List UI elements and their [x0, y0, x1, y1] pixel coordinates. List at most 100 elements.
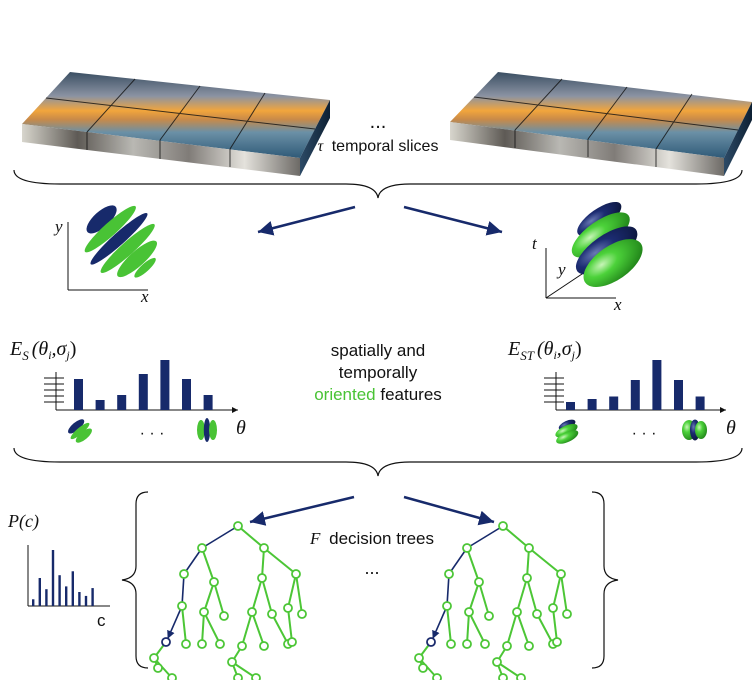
right-tree-edge-9	[478, 581, 490, 617]
probability-label: P(c)	[7, 511, 39, 532]
right-tree-node-c2	[432, 673, 442, 680]
probability-bar-2	[38, 578, 41, 606]
right-tree-node-c1	[418, 663, 428, 673]
left-tree-edge-8	[203, 581, 215, 613]
spatial-histogram-bars	[74, 360, 213, 410]
st-filter-icon-right	[682, 419, 707, 441]
right-tree-node-a211	[462, 639, 472, 649]
left-tree-node-b12	[267, 609, 277, 619]
st-histogram-bars	[566, 360, 705, 410]
right-tree-node-a21	[464, 607, 474, 617]
tau-symbol: τ	[318, 138, 325, 155]
left-tree-edge-9	[213, 581, 225, 617]
right-tree-edge-14	[446, 605, 452, 645]
right-tree-edge-1	[466, 525, 504, 549]
features-word: features	[376, 385, 442, 404]
st-hist-dots: · · ·	[632, 425, 657, 442]
st-hist-bar-7	[695, 396, 705, 410]
st-energy-label: EST (θi,σj)	[507, 338, 582, 363]
left-tree-edge-7	[181, 573, 185, 607]
center-line-3: oriented features	[314, 385, 442, 404]
spatial-filter-plot: y x	[53, 205, 158, 306]
probability-bar-5	[58, 575, 61, 606]
probability-bar-8	[78, 592, 81, 606]
oriented-word: oriented	[314, 385, 375, 404]
left-tree-edge-16	[203, 611, 221, 645]
left-tree-node-b11	[247, 607, 257, 617]
left-tree-edge-17	[241, 611, 253, 647]
class-probability-plot: P(c) c	[7, 511, 110, 630]
right-tree-node-b111	[502, 641, 512, 651]
left-tree-edge-4	[201, 547, 215, 583]
probability-bar-10	[91, 588, 94, 606]
spatial-filter-icon-left	[68, 419, 92, 443]
st-hist-bar-3	[609, 396, 619, 410]
probability-bar-9	[84, 595, 88, 606]
probability-bar-3	[45, 589, 48, 606]
left-tree-node-c5	[251, 673, 261, 680]
left-tree-node-b211	[287, 637, 297, 647]
probability-bar-1	[32, 599, 35, 606]
left-tree-node-c6	[227, 657, 237, 667]
left-tree-node-c1	[153, 663, 163, 673]
left-tree-node-a1	[179, 569, 189, 579]
right-tree-edge-11	[526, 577, 538, 615]
st-y-label: y	[556, 260, 566, 279]
left-tree-edge-11	[261, 577, 273, 615]
left-tree-node-a212	[215, 639, 225, 649]
right-tree-node-b2	[556, 569, 566, 579]
spatial-y-label: y	[53, 217, 63, 236]
trees-left-brace	[121, 491, 149, 669]
right-tree-node-c3	[414, 653, 424, 663]
arrow-to-left-tree	[249, 495, 355, 526]
left-tree-edge-18	[251, 611, 265, 647]
st-hist-bar-4	[630, 380, 640, 410]
spatial-x-label: x	[140, 287, 149, 306]
right-tree-path-arrow	[432, 605, 448, 639]
st-hist-bar-6	[674, 380, 683, 410]
right-tree-edge-17	[506, 611, 518, 647]
left-tree-node-b1	[257, 573, 267, 583]
left-tree-edge-12	[287, 573, 297, 609]
st-t-label: t	[532, 234, 538, 253]
spatial-hist-bar-2	[95, 400, 105, 410]
right-tree-edge-13	[560, 573, 568, 615]
decision-tree-right	[414, 521, 572, 680]
left-tree-node-a	[197, 543, 207, 553]
volume-ellipsis: ...	[370, 111, 387, 133]
left-tree-node-a2	[209, 577, 219, 587]
spatiotemporal-filter-plot: t y x	[532, 201, 643, 314]
right-tree-node-a22	[484, 611, 494, 621]
left-tree-edge-14	[181, 605, 187, 645]
left-tree-edge-19	[271, 613, 289, 645]
decision-trees-text: decision trees	[329, 529, 434, 548]
right-tree-node-b11	[512, 607, 522, 617]
temporal-slices-text: temporal slices	[332, 138, 439, 155]
left-tree-edge-3	[183, 547, 203, 575]
right-tree-edge-20	[552, 607, 558, 643]
st-hist-bar-5	[652, 360, 662, 410]
f-symbol: F	[309, 529, 321, 548]
top-brace	[13, 169, 743, 199]
trees-right-brace	[591, 491, 619, 669]
spatial-theta-label: θ	[236, 417, 246, 439]
right-tree-node-b12	[532, 609, 542, 619]
right-tree-node-a112	[446, 639, 456, 649]
probability-bar-4	[51, 550, 55, 606]
spatial-oriented-filter	[84, 205, 158, 278]
left-tree-node-b111	[237, 641, 247, 651]
right-tree-node-a212	[480, 639, 490, 649]
right-tree-node-a11	[442, 601, 452, 611]
right-tree-node-c5	[516, 673, 526, 680]
left-tree-node-b22	[297, 609, 307, 619]
right-tree-node-b211	[552, 637, 562, 647]
left-tree-node-b21	[283, 603, 293, 613]
spatial-hist-bar-5	[160, 360, 170, 410]
left-tree-node-c4	[233, 673, 243, 680]
temporal-slices-caption: τ temporal slices	[318, 138, 439, 155]
spatial-hist-bar-7	[203, 395, 213, 410]
right-tree-node-c6	[492, 657, 502, 667]
arrow-to-right-tree	[403, 495, 495, 526]
right-tree-edge-5	[526, 547, 530, 579]
